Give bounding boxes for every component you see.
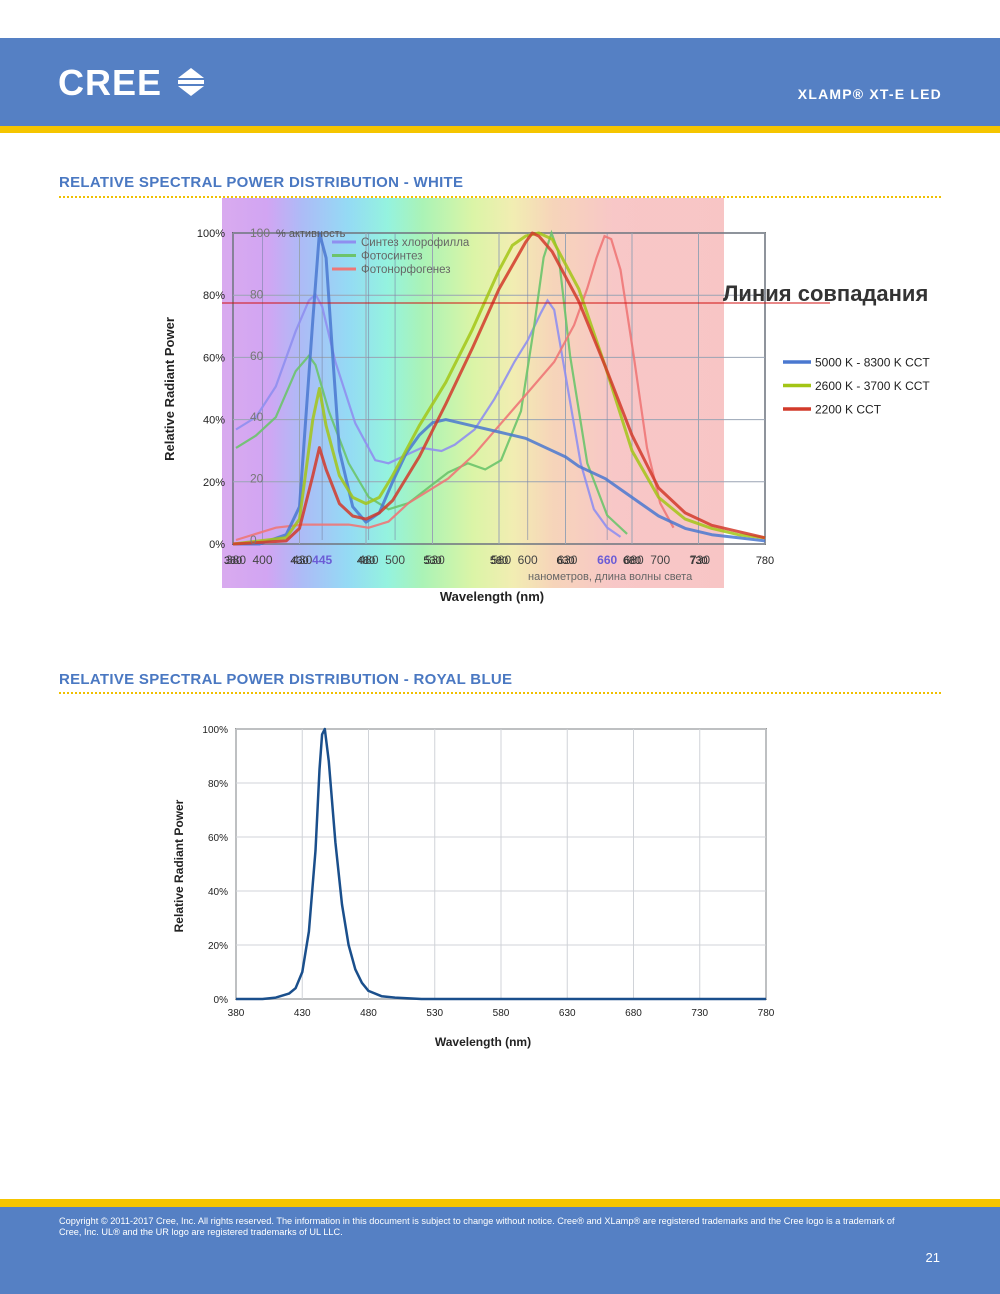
white-y-axis-label: Relative Radiant Power [162,317,177,461]
white-x-tick-label: 680 [623,555,641,567]
overlay-y-tick-label: 60 [250,349,264,363]
overlay-x-tick-label: 445 [312,553,332,567]
header-band [0,38,1000,126]
overlay-x-tick-label: 380 [226,553,246,567]
royal-blue-spd-chart: 0% 20% 40% 60% 80% 100% 380 430 480 530 580 630 680… [172,725,775,1049]
white-series-line-0 [233,231,766,546]
white-y-tick-label: 80% [203,290,225,302]
royal-y-tick-label: 80% [208,779,228,790]
copyright-line-1: Copyright © 2011-2017 Cree, Inc. All rig… [59,1216,895,1226]
royal-x-tick-label: 680 [625,1008,642,1019]
royal-x-tick-label: 580 [493,1008,510,1019]
overlay-y-tick-label: 0 [250,533,257,547]
overlay-x-tick-label: 430 [292,553,312,567]
royal-section-title: RELATIVE SPECTRAL POWER DISTRIBUTION - R… [59,671,513,688]
footer-stripe [0,1199,1000,1207]
royal-series-line-0 [236,727,766,1001]
white-x-tick-label: 480 [357,555,375,567]
white-legend-label: 2600 K - 3700 K CCT [815,379,930,393]
match-line-label: Линия совпадания [723,281,928,306]
royal-y-tick-label: 100% [202,725,228,736]
white-x-axis-label: Wavelength (nm) [440,589,544,604]
royal-x-tick-label: 530 [426,1008,443,1019]
white-x-tick-label: 730 [689,555,707,567]
white-y-tick-label: 20% [203,477,225,489]
white-series-line-2 [232,231,766,546]
overlay-x-tick-label: 680 [624,553,644,567]
white-section-rule [59,196,941,198]
overlay-y-tick-label: 40 [250,410,264,424]
overlay-x-tick-label: 530 [425,553,445,567]
overlay-x-tick-label: 480 [359,553,379,567]
white-series-line-1 [232,231,766,546]
copyright-line-2: Cree, Inc. UL® and the UR logo are regis… [59,1227,343,1237]
overlay-legend-label: Синтез хлорофилла [361,237,470,249]
overlay-x-tick-label: 500 [385,553,405,567]
royal-x-tick-label: 630 [559,1008,576,1019]
page-number: 21 [925,1250,940,1265]
white-y-tick-label: 0% [209,539,225,551]
white-section-title: RELATIVE SPECTRAL POWER DISTRIBUTION - W… [59,174,464,191]
header-stripe [0,126,1000,133]
royal-x-tick-label: 430 [294,1008,311,1019]
overlay-x-tick-label: 730 [690,553,710,567]
cree-logo: CREE [58,62,163,103]
white-x-tick-label: 630 [556,555,574,567]
white-y-tick-label: 60% [203,352,225,364]
white-legend-label: 2200 K CCT [815,403,882,417]
white-spd-chart: 0% 20% 40% 60% 80% 100% 380 430 480 530 580 630 680… [162,198,930,604]
overlay-x-tick-label: 700 [650,553,670,567]
product-name: XLAMP® XT-E LED [797,86,942,102]
royal-x-tick-label: 380 [228,1008,245,1019]
royal-y-axis-label: Relative Radiant Power [172,799,186,932]
overlay-x-tick-label: 400 [252,553,272,567]
white-y-tick-label: 100% [197,228,225,240]
spectrum-overlay-background [222,198,724,588]
white-x-tick-label: 530 [423,555,441,567]
overlay-x-tick-label: 580 [491,553,511,567]
overlay-x-tick-label: 660 [597,553,617,567]
overlay-curve-2 [235,234,675,542]
footer-band [0,1207,1000,1294]
overlay-y-tick-label: 100 [250,226,270,240]
overlay-legend-label: Фотосинтез [361,251,423,263]
royal-x-axis-label: Wavelength (nm) [435,1035,531,1049]
royal-x-tick-label: 480 [360,1008,377,1019]
overlay-axis-label: нанометров, длина волны света [528,571,693,583]
royal-y-tick-label: 40% [208,887,228,898]
royal-y-tick-label: 60% [208,833,228,844]
white-x-tick-label: 580 [490,555,508,567]
overlay-x-tick-label: 630 [557,553,577,567]
white-x-tick-label: 380 [224,555,242,567]
overlay-y-tick-label: 80 [250,287,264,301]
royal-y-tick-label: 20% [208,941,228,952]
overlay-top-label: % активность [276,228,346,240]
white-y-tick-label: 40% [203,415,225,427]
overlay-legend-label: Фотонорфогенез [361,264,451,276]
cree-logo-mark-icon [178,68,204,96]
white-x-tick-label: 780 [756,555,774,567]
royal-x-tick-label: 730 [691,1008,708,1019]
royal-y-tick-label: 0% [214,995,229,1006]
white-legend-label: 5000 K - 8300 K CCT [815,356,930,370]
royal-section-rule [59,692,941,694]
overlay-x-tick-label: 600 [518,553,538,567]
overlay-y-tick-label: 20 [250,472,264,486]
page-top-margin [0,0,1000,38]
white-x-tick-label: 430 [290,555,308,567]
royal-x-tick-label: 780 [758,1008,775,1019]
copyright-text: Copyright © 2011-2017 Cree, Inc. All rig… [59,1216,949,1238]
